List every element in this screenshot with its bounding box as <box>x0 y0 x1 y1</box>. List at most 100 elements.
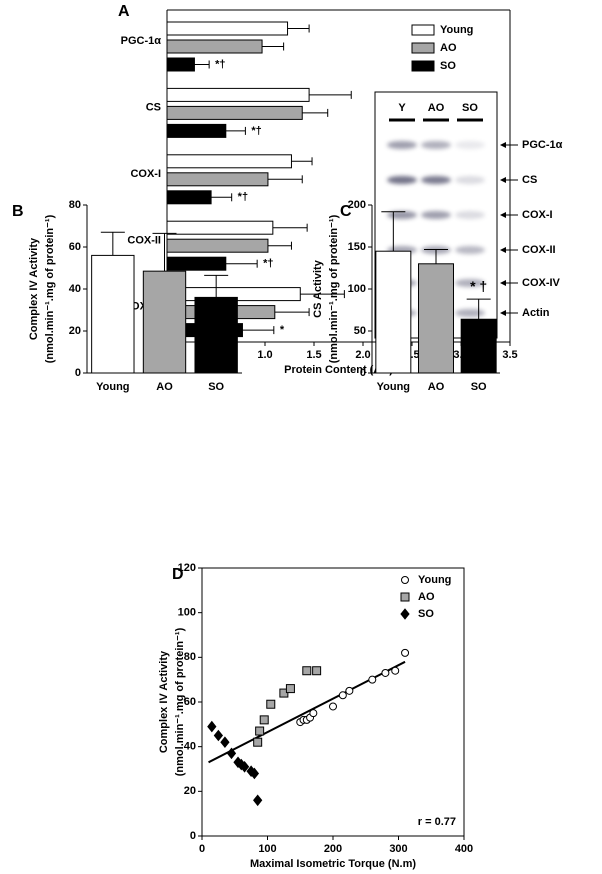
category-label: COX-II <box>127 234 161 246</box>
arrow-head <box>500 142 506 148</box>
blot-band <box>387 176 417 184</box>
trendline <box>208 660 406 764</box>
protein-label: CS <box>522 174 537 186</box>
lane-label: AO <box>428 102 445 114</box>
x-tick-label: SO <box>471 381 487 393</box>
point <box>312 666 322 676</box>
bar <box>375 250 412 374</box>
point <box>302 666 312 676</box>
significance: *† <box>215 58 225 70</box>
point <box>329 702 337 711</box>
y-tick-label: 150 <box>348 241 366 253</box>
x-tick-label: Young <box>377 381 410 393</box>
bar <box>166 21 289 36</box>
legend-marker <box>401 576 409 584</box>
point <box>345 686 354 695</box>
blot-band <box>421 211 451 219</box>
protein-label: COX-IV <box>522 277 561 289</box>
point <box>338 691 347 700</box>
point <box>213 729 224 742</box>
bar <box>166 154 292 169</box>
legend-label: SO <box>418 608 434 620</box>
blot-band <box>455 141 485 149</box>
legend-label: Young <box>440 24 473 36</box>
arrow-head <box>500 212 506 218</box>
protein-label: COX-I <box>522 209 553 221</box>
legend-swatch <box>411 60 435 72</box>
bar <box>166 220 274 235</box>
protein-label: PGC-1α <box>522 139 563 151</box>
protein-label: Actin <box>522 307 550 319</box>
x-tick-label: 2.0 <box>355 349 370 361</box>
protein-label: COX-II <box>522 244 556 256</box>
bar <box>142 270 187 374</box>
y-axis-label: Complex IV Activity <box>158 650 170 753</box>
bar <box>166 190 212 205</box>
y-tick-label: 20 <box>69 325 81 337</box>
bar <box>194 296 238 374</box>
point <box>401 648 410 657</box>
x-tick-label: 200 <box>324 843 342 855</box>
x-tick-label: Young <box>96 381 129 393</box>
legend-label: Young <box>418 574 451 586</box>
point <box>309 709 318 718</box>
blot-band <box>421 176 451 184</box>
point <box>220 736 230 749</box>
blot-band <box>387 211 417 219</box>
y-tick-label: 60 <box>69 241 81 253</box>
bar <box>166 105 303 120</box>
category-label: COX-I <box>130 168 161 180</box>
blot-band <box>455 246 485 254</box>
point <box>226 747 237 760</box>
y-axis-label: (nmol.min⁻¹.mg of protein⁻¹) <box>328 214 340 363</box>
x-tick-label: 0 <box>199 843 205 855</box>
bar <box>166 238 269 253</box>
y-tick-label: 0 <box>75 367 81 379</box>
lane-label: Y <box>398 102 406 114</box>
significance: *† <box>238 191 248 203</box>
point <box>249 767 260 780</box>
x-tick-label: 1.5 <box>306 349 321 361</box>
y-tick-label: 50 <box>354 325 366 337</box>
bar <box>166 57 195 72</box>
bar <box>166 87 310 102</box>
category-label: CS <box>146 102 161 114</box>
x-axis-label: Protein Content (AU) <box>284 364 393 376</box>
arrow-head <box>500 310 506 316</box>
point <box>266 699 276 709</box>
x-tick-label: AO <box>156 381 173 393</box>
point <box>391 666 400 675</box>
x-axis-label: Maximal Isometric Torque (N.m) <box>250 858 416 870</box>
y-axis-label: (nmol.min⁻¹.mg of protein⁻¹) <box>174 627 186 776</box>
y-tick-label: 0 <box>190 830 196 842</box>
legend-label: SO <box>440 60 456 72</box>
point <box>253 794 263 807</box>
y-axis-label: Complex IV Activity <box>28 237 40 340</box>
panel-label: A <box>118 3 130 20</box>
point <box>368 675 377 684</box>
y-tick-label: 200 <box>348 199 366 211</box>
y-tick-label: 80 <box>184 651 196 663</box>
y-tick-label: 100 <box>178 607 196 619</box>
x-tick-label: 100 <box>258 843 276 855</box>
x-tick-label: 3.5 <box>502 349 517 361</box>
y-tick-label: 20 <box>184 785 196 797</box>
legend-marker <box>400 592 410 602</box>
arrow-head <box>500 280 506 286</box>
point <box>259 715 269 725</box>
point <box>239 760 250 773</box>
point <box>253 737 263 747</box>
point <box>255 726 265 736</box>
legend-swatch <box>411 24 435 36</box>
legend-swatch <box>411 42 435 54</box>
bar <box>418 263 454 374</box>
y-axis-label: (nmol.min⁻¹.mg of protein⁻¹) <box>44 214 56 363</box>
blot-band <box>421 141 451 149</box>
significance: * <box>280 324 285 336</box>
bar <box>166 172 269 187</box>
bar <box>91 254 135 374</box>
lane-label: SO <box>462 102 478 114</box>
significance: *† <box>263 258 273 270</box>
y-tick-label: 120 <box>178 562 196 574</box>
